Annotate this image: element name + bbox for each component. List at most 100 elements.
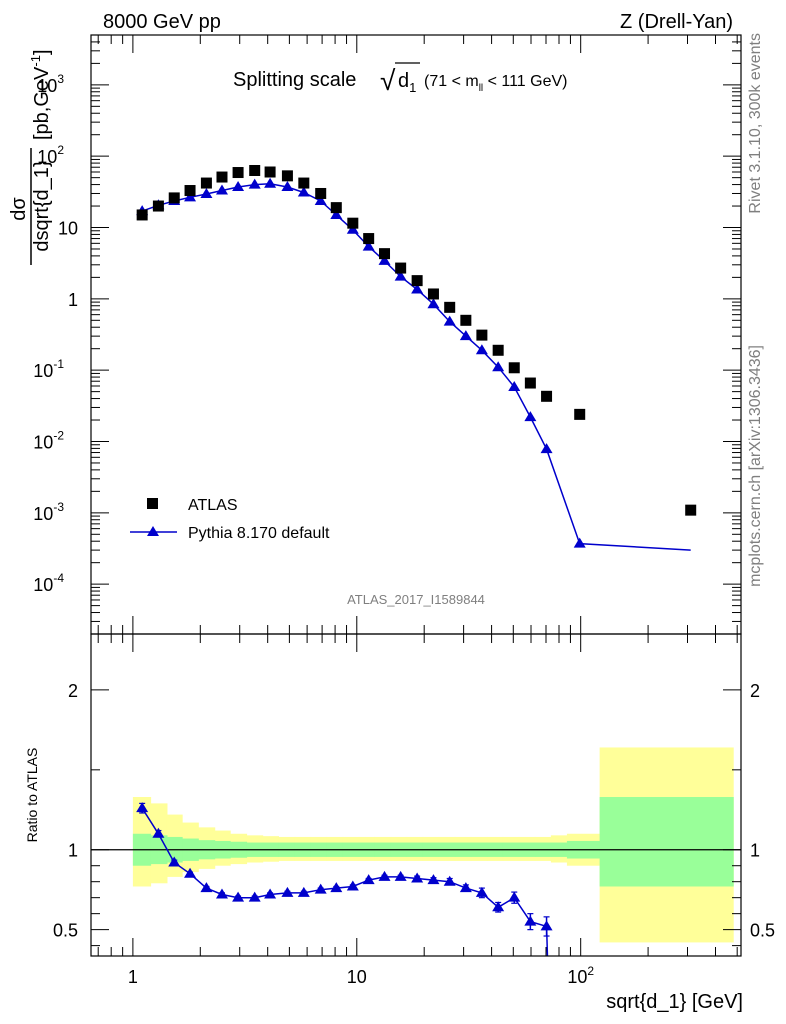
pythia-point (378, 254, 391, 265)
title-range-pre: (71 < m (424, 73, 479, 90)
x-tick-label-base: 10 (347, 967, 367, 987)
ratio-pythia-point (540, 920, 553, 931)
atlas-point (574, 408, 586, 420)
legend-atlas-label: ATLAS (188, 497, 238, 514)
y-tick-label: 1 (68, 290, 78, 310)
x-tick-label-base: 10 (567, 967, 587, 987)
title-main: Splitting scale (233, 69, 356, 91)
y-tick-label: 10 (58, 219, 78, 239)
x-tick-label: 1 (128, 967, 138, 987)
rivet-label: Rivet 3.1.10, 300k events (747, 33, 764, 214)
atlas-point (216, 171, 228, 183)
atlas-point (411, 275, 423, 287)
y-unit-post: ] (31, 49, 53, 55)
pythia-point (459, 330, 472, 341)
ratio-pythia-point (508, 891, 521, 902)
pythia-point (297, 186, 310, 197)
legend: ATLAS Pythia 8.170 default (130, 497, 330, 542)
y-tick-label-exp: -3 (53, 500, 64, 514)
pythia-point (492, 361, 505, 372)
ratio-plot-frame (90, 633, 742, 957)
pythia-point (314, 195, 327, 206)
ratio-uncertainty-bands (91, 747, 741, 943)
ratio-pythia-point (411, 872, 424, 883)
pythia-point (346, 223, 359, 234)
pythia-point (200, 187, 213, 198)
atlas-point (168, 192, 180, 204)
y-tick-label-base: 10 (33, 504, 53, 524)
atlas-point (508, 362, 520, 374)
ratio-pythia-point (200, 882, 213, 893)
x-tick-label-exp: 2 (587, 964, 594, 978)
pythia-point (508, 381, 521, 392)
atlas-point (315, 187, 327, 199)
y-tick-label-base: 10 (33, 432, 53, 452)
ratio-pythia-point (427, 874, 440, 885)
y-tick-label: 102 (37, 143, 64, 167)
atlas-point (281, 170, 293, 182)
y-tick-label-base: 10 (33, 575, 53, 595)
axes (90, 34, 742, 957)
y-tick-label-exp: -1 (53, 357, 64, 371)
pythia-point (330, 208, 343, 219)
atlas-point (298, 177, 310, 189)
ratio-band-green (599, 796, 734, 887)
x-tick-label: 102 (567, 964, 594, 987)
y-label-denominator: dsqrt{d_1} (31, 160, 53, 252)
title-range-sub: ll (479, 83, 483, 94)
ratio-pythia-point (492, 901, 505, 912)
ratio-pythia-point (232, 891, 245, 902)
ratio-pythia-point (215, 888, 228, 899)
ratio-pythia-point (459, 882, 472, 893)
pythia-point (215, 184, 228, 195)
ratio-pythia-point (475, 886, 488, 897)
y-tick-label-exp: 3 (57, 72, 64, 86)
x-axis-label: sqrt{d_1} [GeV] (606, 991, 743, 1013)
atlas-point (541, 390, 553, 402)
atlas-point (427, 288, 439, 300)
pythia-point (411, 283, 424, 294)
legend-pythia-marker (147, 526, 159, 536)
pythia-point (264, 177, 277, 188)
y-tick-label: 10-1 (33, 357, 64, 381)
y-tick-label-base: 10 (37, 76, 57, 96)
pythia-point (248, 178, 261, 189)
atlas-point (264, 166, 276, 178)
pythia-point (524, 411, 537, 422)
ratio-series (136, 802, 553, 956)
atlas-point (379, 248, 391, 260)
ratio-pythia-point (362, 874, 375, 885)
ratio-pythia-point (443, 875, 456, 886)
atlas-point (249, 164, 261, 176)
ratio-y-tick-label-left: 0.5 (53, 921, 78, 941)
y-label-unit: [pb,GeV-1] (28, 49, 53, 140)
atlas-point (152, 200, 164, 212)
ratio-pythia-point (378, 870, 391, 881)
legend-pythia-label: Pythia 8.170 default (188, 525, 330, 542)
y-tick-label: 10-3 (33, 500, 64, 524)
atlas-point (685, 504, 697, 516)
atlas-point (347, 217, 359, 229)
y-tick-label-base: 10 (33, 361, 53, 381)
title-var-sub: 1 (409, 80, 416, 95)
y-tick-label: 10-2 (33, 428, 64, 452)
y-tick-label: 10-4 (33, 571, 64, 595)
atlas-point (476, 329, 488, 341)
title-range: (71 < mll < 111 GeV) (424, 73, 567, 94)
ratio-pythia-point (394, 870, 407, 881)
header-left-title: 8000 GeV pp (103, 11, 221, 33)
mcplots-label: mcplots.cern.ch [arXiv:1306.3436] (747, 345, 764, 587)
pythia-point (394, 270, 407, 281)
analysis-watermark: ATLAS_2017_I1589844 (347, 592, 485, 607)
ratio-pythia-point (330, 882, 343, 893)
ratio-y-tick-label-right: 1 (750, 841, 760, 861)
atlas-point (200, 177, 212, 189)
pythia-point (362, 240, 375, 251)
ratio-y-tick-label-left: 1 (68, 841, 78, 861)
y-tick-label-exp: -2 (53, 428, 64, 442)
ratio-pythia-point (524, 915, 537, 926)
ratio-y-tick-label-left: 2 (68, 681, 78, 701)
x-tick-label-base: 1 (128, 967, 138, 987)
ratio-pythia-point (281, 886, 294, 897)
legend-atlas-marker (147, 498, 158, 509)
